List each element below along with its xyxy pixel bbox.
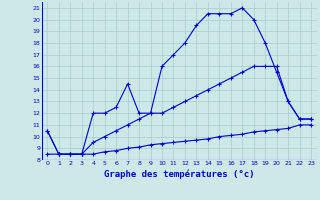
- X-axis label: Graphe des températures (°c): Graphe des températures (°c): [104, 169, 254, 179]
